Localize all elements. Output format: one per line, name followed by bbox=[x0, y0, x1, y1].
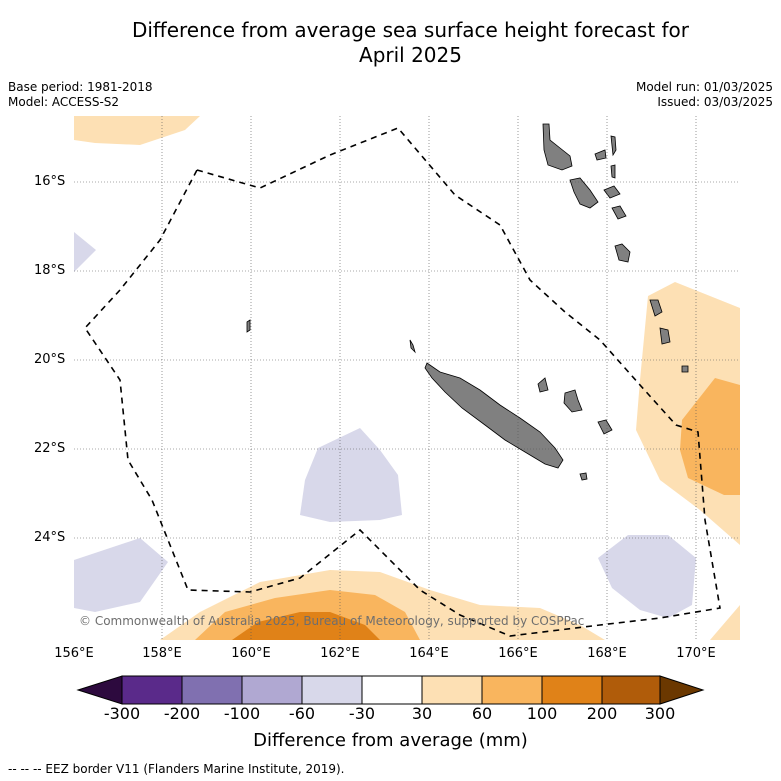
colorbar-bin-9 bbox=[601, 675, 661, 705]
colorbar-bin-5 bbox=[361, 675, 423, 705]
vanuatu-ambrym bbox=[603, 185, 621, 199]
lon-label-166e: 166°E bbox=[498, 646, 538, 661]
lon-label-168e: 168°E bbox=[587, 646, 627, 661]
anomaly-negative-center bbox=[300, 428, 402, 522]
loyalty-islands-1 bbox=[537, 377, 549, 393]
meta-right: Model run: 01/03/2025 Issued: 03/03/2025 bbox=[636, 80, 773, 110]
lon-label-164e: 164°E bbox=[409, 646, 449, 661]
colorbar-tick: 300 bbox=[644, 704, 676, 723]
efate bbox=[611, 205, 627, 220]
belep-islands bbox=[409, 339, 416, 354]
loyalty-islands-3 bbox=[597, 419, 613, 435]
colorbar-bin-8 bbox=[541, 675, 603, 705]
map-title: Difference from average sea surface heig… bbox=[0, 18, 781, 68]
lon-label-158e: 158°E bbox=[142, 646, 182, 661]
lat-label-24s: 24°S bbox=[34, 530, 66, 545]
anomaly-positive-right-inner bbox=[680, 378, 740, 495]
vanuatu-north-2 bbox=[610, 135, 617, 157]
colorbar bbox=[76, 675, 705, 705]
colorbar-tick: -60 bbox=[288, 704, 316, 723]
anomaly-positive-bottom-core bbox=[232, 612, 380, 640]
vanuatu-north-1 bbox=[594, 149, 607, 161]
anomaly-negative-bottom-left bbox=[74, 538, 168, 612]
colorbar-tick: -300 bbox=[103, 704, 141, 723]
land-masses bbox=[246, 123, 689, 481]
erromango bbox=[614, 243, 631, 263]
colorbar-tick: -30 bbox=[348, 704, 376, 723]
lat-label-18s: 18°S bbox=[34, 263, 66, 278]
new-caledonia bbox=[424, 362, 564, 469]
colorbar-min-arrow bbox=[76, 675, 123, 705]
lat-label-16s: 16°S bbox=[34, 174, 66, 189]
colorbar-tick: 100 bbox=[526, 704, 558, 723]
graticule bbox=[74, 116, 740, 640]
anomaly-negative-left-top bbox=[74, 232, 96, 272]
issued-date: Issued: 03/03/2025 bbox=[657, 95, 773, 109]
colorbar-bin-3 bbox=[241, 675, 303, 705]
colorbar-tick: 60 bbox=[471, 704, 493, 723]
isle-of-pines bbox=[579, 472, 588, 481]
lon-label-162e: 162°E bbox=[320, 646, 360, 661]
colorbar-bin-4 bbox=[301, 675, 363, 705]
copyright-notice: © Commonwealth of Australia 2025, Bureau… bbox=[79, 614, 585, 628]
loyalty-islands-2 bbox=[563, 389, 583, 413]
loyalty-east-3 bbox=[681, 365, 689, 373]
lat-label-20s: 20°S bbox=[34, 352, 66, 367]
espiritu-santo bbox=[542, 123, 573, 171]
eez-legend-note: -- -- -- EEZ border V11 (Flanders Marine… bbox=[8, 762, 345, 776]
malekula bbox=[569, 177, 599, 209]
colorbar-bin-1 bbox=[121, 675, 183, 705]
colorbar-bin-6 bbox=[421, 675, 483, 705]
map-area bbox=[74, 116, 740, 640]
lat-label-22s: 22°S bbox=[34, 441, 66, 456]
meta-left: Base period: 1981-2018 Model: ACCESS-S2 bbox=[8, 80, 153, 110]
model-run: Model run: 01/03/2025 bbox=[635, 80, 773, 94]
colorbar-label: Difference from average (mm) bbox=[253, 730, 528, 751]
colorbar-tick: 200 bbox=[586, 704, 618, 723]
colorbar-tick: 30 bbox=[411, 704, 433, 723]
chesterfield-reef bbox=[246, 319, 251, 333]
lon-label-156e: 156°E bbox=[54, 646, 94, 661]
anomaly-positive-bottom-right bbox=[710, 605, 740, 640]
title-line-1: Difference from average sea surface heig… bbox=[131, 18, 690, 42]
loyalty-east-1 bbox=[649, 299, 663, 317]
model-name: Model: ACCESS-S2 bbox=[8, 95, 120, 109]
title-line-2: April 2025 bbox=[359, 43, 462, 67]
vanuatu-small-1 bbox=[610, 164, 616, 179]
colorbar-max-arrow bbox=[659, 675, 705, 705]
loyalty-east-2 bbox=[659, 327, 671, 345]
colorbar-tick: -200 bbox=[163, 704, 201, 723]
colorbar-bin-7 bbox=[481, 675, 543, 705]
base-period: Base period: 1981-2018 bbox=[8, 80, 153, 94]
colorbar-tick: -100 bbox=[223, 704, 261, 723]
eez-border bbox=[83, 127, 721, 637]
lon-label-170e: 170°E bbox=[676, 646, 716, 661]
lon-label-160e: 160°E bbox=[231, 646, 271, 661]
anomaly-negative-right bbox=[598, 535, 696, 618]
anomaly-positive-top-left bbox=[74, 116, 200, 145]
colorbar-bin-2 bbox=[181, 675, 243, 705]
